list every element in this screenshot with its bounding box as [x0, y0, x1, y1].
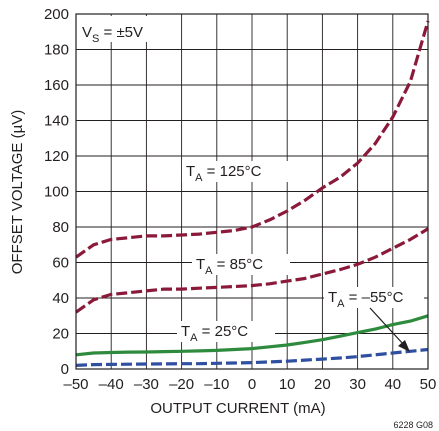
supply-label-bg [78, 16, 178, 42]
y-tick-label: 140 [44, 113, 69, 130]
x-tick-label: –50 [63, 376, 88, 393]
series-group [75, 20, 430, 367]
y-tick-label: 180 [44, 42, 69, 59]
x-tick-label: –20 [169, 376, 194, 393]
label-arrow-head [398, 340, 410, 352]
series-label-bg [192, 254, 290, 275]
figure-id: 6228 G08 [393, 420, 433, 430]
series-line [75, 347, 429, 367]
series-label: TA = –55°C [328, 289, 404, 310]
y-tick-label: 60 [52, 255, 69, 272]
x-tick-label: 50 [420, 376, 437, 393]
series-label: TA = 125°C [186, 163, 262, 184]
x-axis-title: OUTPUT CURRENT (mA) [150, 400, 325, 417]
tick-labels: –50 –40 –30 –20 –10 0 10 20 30 40 50 0 20 40 60 80 100 12… [44, 6, 436, 393]
x-tick-label: –30 [134, 376, 159, 393]
series-label-bg [177, 321, 275, 342]
series-label-bg [182, 161, 290, 182]
y-tick-label: 100 [44, 184, 69, 201]
x-tick-label: –40 [99, 376, 124, 393]
y-tick-label: 120 [44, 148, 69, 165]
y-tick-label: 200 [44, 6, 69, 23]
x-tick-label: 20 [314, 376, 331, 393]
x-tick-label: –10 [204, 376, 229, 393]
supply-label: VS = ±5V [82, 24, 143, 45]
series-label: TA = 85°C [196, 256, 263, 277]
y-tick-label: 20 [52, 326, 69, 343]
x-tick-label: 10 [279, 376, 296, 393]
y-tick-label: 40 [52, 290, 69, 307]
series-label-bg [324, 287, 424, 308]
plot-frame [75, 13, 429, 370]
label-arrow-line [369, 307, 405, 346]
x-tick-label: 0 [248, 376, 256, 393]
annotations: VS = ±5V TA = 125°C TA = 85°C TA = 25°C TA =… [78, 16, 424, 352]
y-axis-title: OFFSET VOLTAGE (µV) [9, 110, 26, 275]
y-tick-label: 80 [52, 219, 69, 236]
series-line [75, 227, 429, 314]
y-tick-label: 160 [44, 77, 69, 94]
series-label: TA = 25°C [181, 323, 248, 344]
x-tick-label: 30 [349, 376, 366, 393]
x-tick-label: 40 [384, 376, 401, 393]
grid [75, 13, 429, 370]
series-line [75, 20, 430, 259]
series-line [75, 314, 429, 357]
y-tick-label: 0 [61, 361, 69, 378]
